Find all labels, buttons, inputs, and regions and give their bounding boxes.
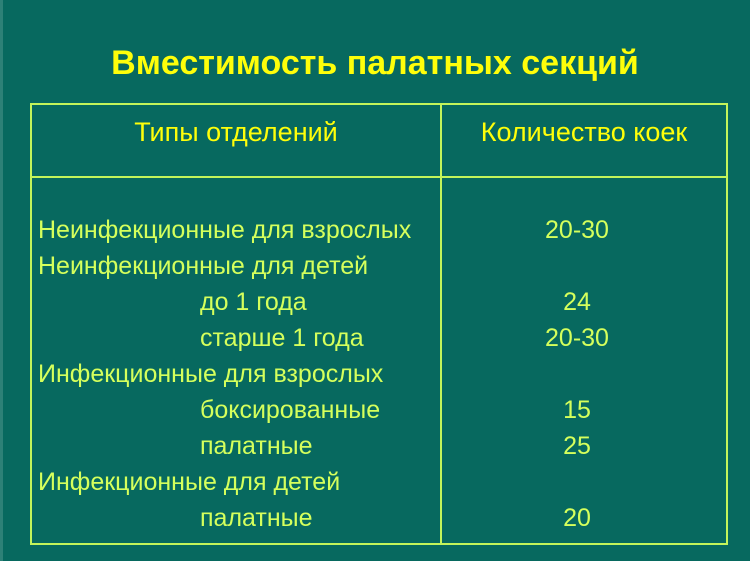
left-edge-highlight [0, 0, 3, 561]
row-value: 20-30 [545, 324, 609, 352]
table-body-values: 20-30 24 20-30 15 25 20 [440, 178, 726, 543]
column-header-bed-count: Количество коек [440, 105, 726, 178]
ward-capacity-table: Типы отделений Количество коек Неинфекци… [30, 103, 728, 545]
row-label: Инфекционные для взрослых [38, 360, 384, 388]
row-value [442, 248, 712, 284]
slide-title: Вместимость палатных секций [111, 44, 639, 82]
column-header-department-types: Типы отделений [32, 105, 440, 178]
row-value: 20-30 [545, 216, 609, 244]
row-label: Инфекционные для детей [38, 468, 341, 496]
table-body-labels: Неинфекционные для взрослых Неинфекционн… [32, 178, 440, 543]
row-label: палатные [200, 504, 313, 532]
row-value [442, 464, 712, 500]
row-label: палатные [200, 432, 313, 460]
row-label: старше 1 года [200, 324, 364, 352]
row-value: 20 [563, 504, 591, 532]
row-value: 25 [563, 432, 591, 460]
row-label: Неинфекционные для детей [38, 252, 369, 280]
row-label: Неинфекционные для взрослых [38, 216, 412, 244]
row-label: боксированные [200, 396, 381, 424]
row-value: 24 [563, 288, 591, 316]
row-value [442, 356, 712, 392]
row-value: 15 [563, 396, 591, 424]
row-label: до 1 года [200, 288, 307, 316]
